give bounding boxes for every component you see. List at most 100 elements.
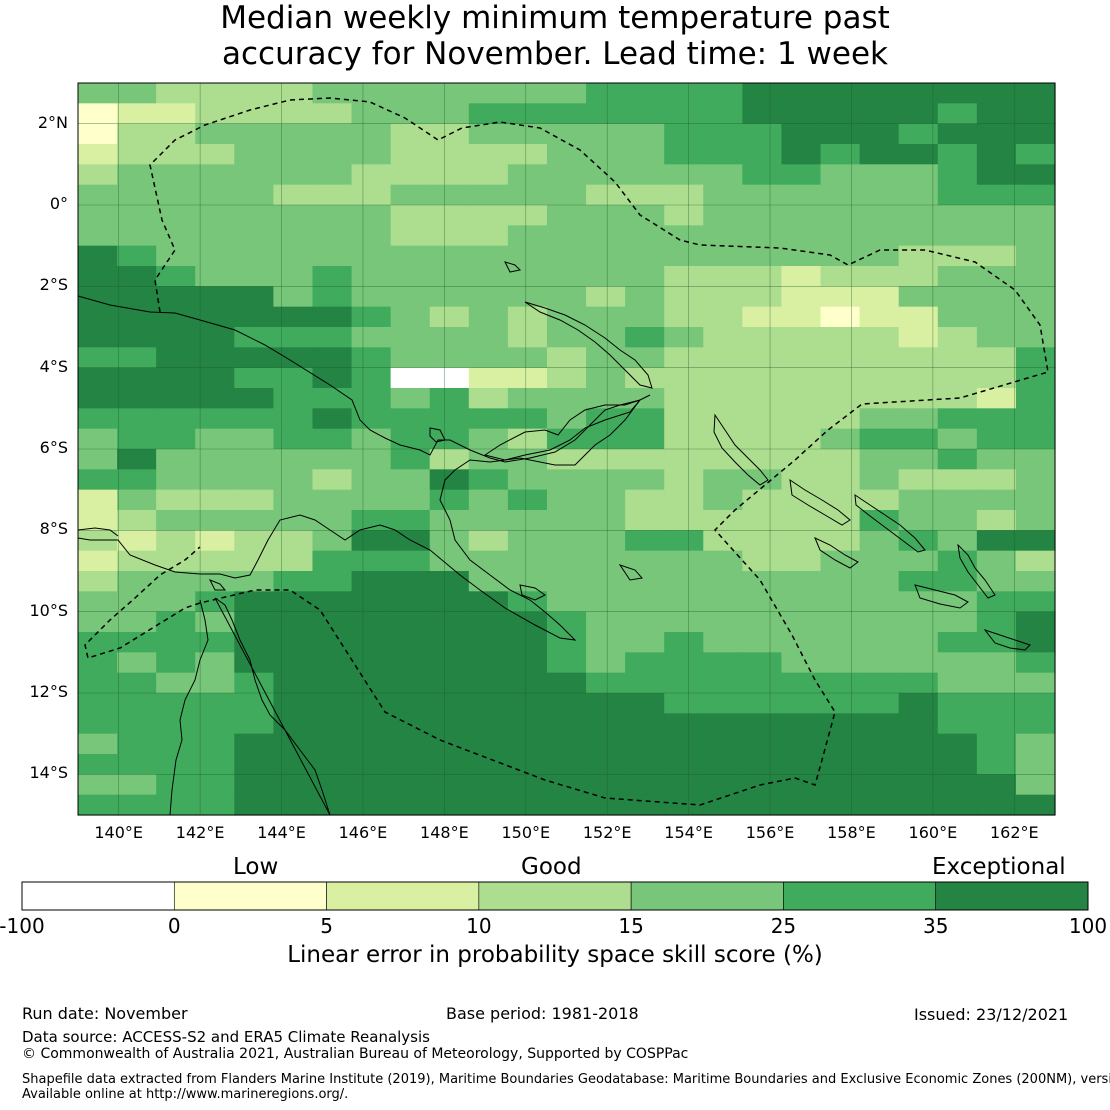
grid-cell xyxy=(468,672,509,694)
grid-cell xyxy=(664,347,704,369)
grid-cell xyxy=(898,327,939,348)
grid-cell xyxy=(312,672,353,694)
lat-label: 8°S xyxy=(39,519,68,539)
grid-cell xyxy=(273,774,314,796)
grid-cell xyxy=(664,733,704,755)
grid-cell xyxy=(1015,632,1056,653)
grid-cell xyxy=(195,693,235,714)
grid-cell xyxy=(781,469,822,491)
grid-cell xyxy=(546,144,587,165)
grid-cell xyxy=(507,245,548,267)
grid-cell xyxy=(273,327,314,348)
grid-cell xyxy=(156,489,196,511)
grid-cell xyxy=(273,469,314,491)
grid-cell xyxy=(117,83,157,104)
grid-cell xyxy=(117,388,157,409)
grid-cell xyxy=(586,286,626,308)
grid-cell xyxy=(117,510,157,531)
grid-cell xyxy=(586,347,626,369)
grid-cell xyxy=(820,632,861,653)
grid-cell xyxy=(195,245,235,267)
grid-cell xyxy=(156,103,196,125)
grid-cell xyxy=(390,774,431,796)
grid-cell xyxy=(507,327,548,348)
grid-cell xyxy=(390,184,431,206)
grid-cell xyxy=(429,469,470,491)
grid-cell xyxy=(195,327,235,348)
grid-cell xyxy=(468,591,509,613)
grid-cell xyxy=(429,571,470,592)
grid-cell xyxy=(664,83,704,104)
grid-cell xyxy=(1015,266,1056,287)
grid-cell xyxy=(195,754,235,775)
grid-cell xyxy=(234,550,274,572)
grid-cell xyxy=(1015,408,1056,430)
grid-cell xyxy=(195,449,235,470)
grid-cell xyxy=(703,713,743,735)
grid-cell xyxy=(507,611,548,633)
grid-cell xyxy=(859,205,900,226)
grid-cell xyxy=(703,489,743,511)
grid-cell xyxy=(195,306,235,328)
grid-cell xyxy=(859,774,900,796)
grid-cell xyxy=(234,245,274,267)
grid-cell xyxy=(351,123,392,145)
grid-cell xyxy=(468,510,509,531)
grid-cell xyxy=(390,408,431,430)
grid-cell xyxy=(390,144,431,165)
grid-cell xyxy=(156,245,196,267)
grid-cell xyxy=(351,693,392,714)
grid-cell xyxy=(390,164,431,186)
grid-cell xyxy=(781,754,822,775)
grid-cell xyxy=(937,591,978,613)
grid-cell xyxy=(507,693,548,714)
grid-cell xyxy=(625,306,665,328)
grid-cell xyxy=(1015,347,1056,369)
grid-cell xyxy=(234,286,274,308)
grid-cell xyxy=(898,591,939,613)
grid-cell xyxy=(898,83,939,104)
grid-cell xyxy=(234,428,274,450)
grid-cell xyxy=(820,733,861,755)
grid-cell xyxy=(664,469,704,491)
grid-cell xyxy=(312,266,353,287)
grid-cell xyxy=(703,144,743,165)
grid-cell xyxy=(390,225,431,247)
grid-cell xyxy=(586,632,626,653)
grid-cell xyxy=(117,611,157,633)
grid-cell xyxy=(1015,713,1056,735)
grid-cell xyxy=(703,774,743,796)
grid-cell xyxy=(586,469,626,491)
grid-cell xyxy=(429,632,470,653)
grid-cell xyxy=(468,83,509,104)
grid-cell xyxy=(976,83,1017,104)
grid-cell xyxy=(78,611,118,633)
grid-cell xyxy=(351,510,392,531)
grid-cell xyxy=(1015,794,1056,816)
grid-cell xyxy=(1015,367,1056,389)
eez-png xyxy=(84,97,1049,806)
grid-cell xyxy=(820,794,861,816)
grid-cell xyxy=(625,713,665,735)
grid-cell xyxy=(273,266,314,287)
grid-cell xyxy=(468,266,509,287)
coastline-west xyxy=(77,527,119,537)
grid-cell xyxy=(1015,774,1056,796)
grid-cell xyxy=(156,591,196,613)
grid-cell xyxy=(156,469,196,491)
grid-cell xyxy=(429,245,470,267)
grid-cell xyxy=(156,266,196,287)
grid-cell xyxy=(703,652,743,674)
grid-cell xyxy=(156,449,196,470)
grid-cell xyxy=(976,205,1017,226)
grid-cell xyxy=(78,327,118,348)
grid-cell xyxy=(664,428,704,450)
grid-cell xyxy=(273,306,314,328)
grid-cell xyxy=(507,144,548,165)
grid-cell xyxy=(664,489,704,511)
grid-cell xyxy=(976,408,1017,430)
grid-cell xyxy=(742,164,783,186)
colorbar-tick-label: 35 xyxy=(922,914,949,938)
grid-cell xyxy=(429,367,470,389)
grid-cell xyxy=(742,469,783,491)
